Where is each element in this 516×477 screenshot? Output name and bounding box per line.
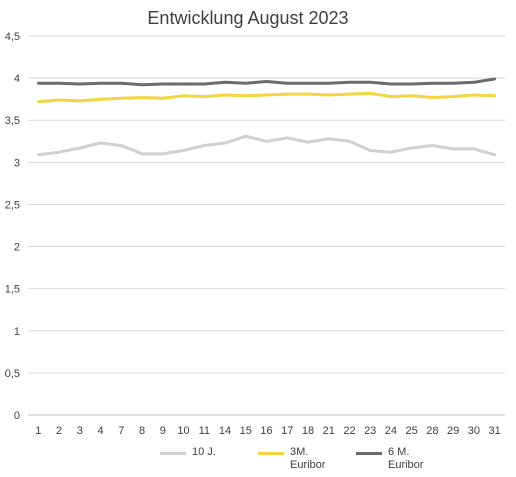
y-tick-label: 2 bbox=[14, 242, 20, 254]
x-tick-label: 25 bbox=[406, 425, 418, 437]
x-tick-label: 8 bbox=[139, 425, 145, 437]
series-line-2 bbox=[36, 91, 497, 104]
legend-label: 6 M. Euribor bbox=[388, 446, 424, 471]
legend-label: 10 J. bbox=[192, 446, 216, 458]
series-line-1 bbox=[36, 134, 497, 157]
legend-item: 10 J. bbox=[160, 446, 236, 472]
x-tick-label: 11 bbox=[199, 425, 210, 437]
x-tick-label: 22 bbox=[343, 425, 355, 437]
legend-item: 6 M. Euribor bbox=[356, 446, 432, 472]
x-tick-label: 10 bbox=[177, 425, 189, 437]
x-tick-label: 14 bbox=[219, 425, 231, 437]
x-tick-label: 3 bbox=[77, 425, 83, 437]
y-tick-label: 4 bbox=[14, 73, 20, 85]
legend-swatch bbox=[160, 452, 186, 455]
y-tick-label: 1 bbox=[14, 326, 20, 338]
x-tick-label: 7 bbox=[118, 425, 124, 437]
y-tick-label: 1,5 bbox=[5, 284, 20, 296]
x-tick-label: 28 bbox=[426, 425, 438, 437]
x-tick-label: 16 bbox=[260, 425, 272, 437]
x-tick-label: 18 bbox=[302, 425, 314, 437]
y-tick-label: 4,5 bbox=[5, 31, 20, 43]
x-tick-label: 4 bbox=[98, 425, 104, 437]
x-tick-label: 17 bbox=[281, 425, 293, 437]
legend-item: 3M. Euribor bbox=[258, 446, 334, 472]
legend-swatch bbox=[258, 452, 284, 455]
y-tick-label: 2,5 bbox=[5, 199, 20, 211]
x-tick-label: 1 bbox=[35, 425, 41, 437]
x-tick-label: 24 bbox=[385, 425, 397, 437]
x-tick-label: 23 bbox=[364, 425, 376, 437]
x-tick-label: 29 bbox=[447, 425, 459, 437]
y-tick-label: 3 bbox=[14, 157, 20, 169]
x-tick-label: 15 bbox=[240, 425, 252, 437]
x-tick-label: 30 bbox=[468, 425, 480, 437]
chart-title: Entwicklung August 2023 bbox=[147, 8, 349, 28]
x-tick-label: 2 bbox=[56, 425, 62, 437]
x-tick-label: 9 bbox=[160, 425, 166, 437]
y-tick-label: 3,5 bbox=[5, 115, 20, 127]
y-tick-label: 0,5 bbox=[5, 368, 20, 380]
y-tick-label: 0 bbox=[14, 410, 20, 422]
legend: 10 J. 3M. Euribor 6 M. Euribor bbox=[160, 446, 432, 472]
legend-label: 3M. Euribor bbox=[290, 446, 326, 471]
x-tick-label: 21 bbox=[323, 425, 335, 437]
x-tick-label: 31 bbox=[489, 425, 501, 437]
series-line-3 bbox=[36, 77, 497, 87]
legend-swatch bbox=[356, 452, 382, 455]
